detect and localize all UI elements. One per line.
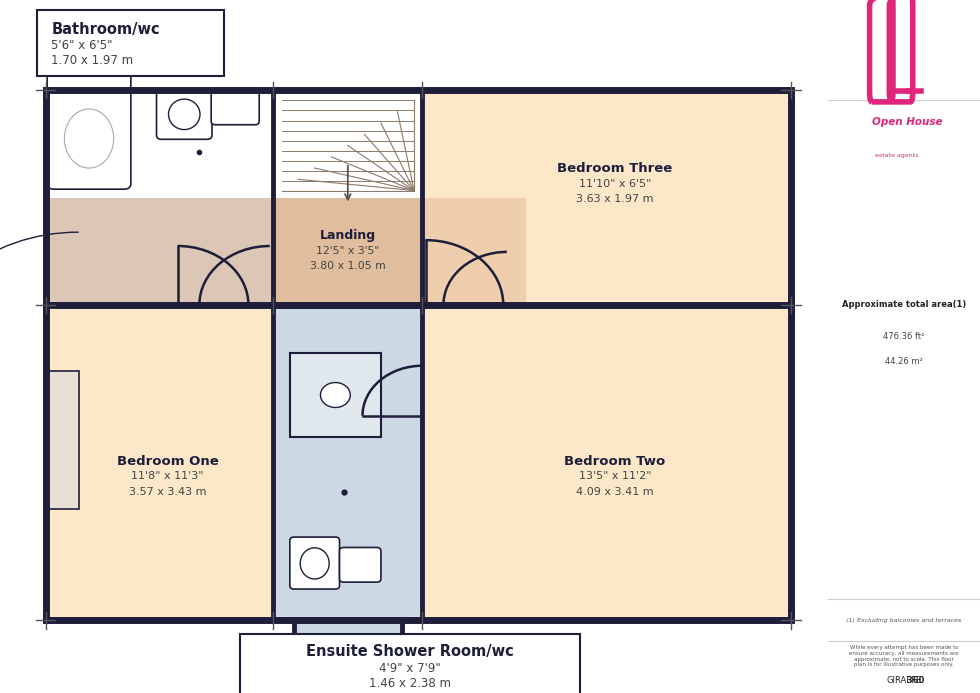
Bar (45, 90, 791, 620)
Bar (422, 90, 791, 305)
Text: Approximate total area(1): Approximate total area(1) (842, 301, 966, 309)
Text: estate agents: estate agents (362, 432, 466, 448)
Text: estate agents: estate agents (875, 153, 918, 159)
Text: 3.57 x 3.43 m: 3.57 x 3.43 m (129, 486, 207, 497)
Bar (273, 90, 422, 305)
FancyBboxPatch shape (290, 537, 339, 589)
Text: 5'6" x 6'5": 5'6" x 6'5" (51, 40, 113, 52)
Bar (294, 620, 402, 655)
Bar (45, 371, 78, 509)
Text: Landing: Landing (319, 229, 376, 243)
FancyBboxPatch shape (157, 89, 212, 139)
Text: 1.70 x 1.97 m: 1.70 x 1.97 m (51, 55, 133, 67)
Text: 4.09 x 3.41 m: 4.09 x 3.41 m (576, 486, 654, 497)
Text: 44.26 m²: 44.26 m² (885, 358, 923, 366)
Text: 476.36 ft²: 476.36 ft² (883, 332, 925, 340)
Bar (290, 353, 381, 437)
Bar (275, 90, 420, 198)
FancyBboxPatch shape (47, 71, 131, 189)
Text: 1.46 x 2.38 m: 1.46 x 2.38 m (368, 677, 451, 690)
Text: 11'8" x 11'3": 11'8" x 11'3" (131, 471, 204, 482)
Bar (50, 198, 526, 305)
Ellipse shape (300, 547, 329, 579)
Text: Bedroom Three: Bedroom Three (558, 162, 672, 175)
Text: Bedroom One: Bedroom One (117, 455, 219, 468)
Text: 4'9" x 7'9": 4'9" x 7'9" (379, 662, 441, 674)
Text: 360: 360 (884, 676, 924, 685)
Text: GIRAFFE: GIRAFFE (887, 676, 921, 685)
FancyBboxPatch shape (211, 89, 259, 125)
FancyBboxPatch shape (339, 547, 381, 582)
Ellipse shape (169, 99, 200, 130)
Text: 3.80 x 1.05 m: 3.80 x 1.05 m (310, 261, 386, 272)
Circle shape (320, 383, 350, 407)
FancyBboxPatch shape (37, 10, 223, 76)
Bar (273, 305, 422, 620)
Text: Open House: Open House (872, 116, 943, 127)
Text: 11'10" x 6'5": 11'10" x 6'5" (578, 179, 651, 188)
Text: While every attempt has been made to
ensure accuracy, all measurements are
appro: While every attempt has been made to ens… (850, 645, 958, 667)
Bar (45, 305, 273, 620)
Text: Bathroom/wc: Bathroom/wc (51, 21, 160, 37)
Bar (422, 305, 791, 620)
Text: (1) Excluding balconies and terraces: (1) Excluding balconies and terraces (847, 617, 961, 623)
Bar (50, 90, 273, 198)
Text: 12'5" x 3'5": 12'5" x 3'5" (317, 246, 379, 256)
Text: 3.63 x 1.97 m: 3.63 x 1.97 m (576, 194, 654, 204)
Text: Bedroom Two: Bedroom Two (564, 455, 665, 468)
Text: Ensuite Shower Room/wc: Ensuite Shower Room/wc (306, 644, 514, 659)
Bar (45, 90, 273, 305)
Text: 13'5" x 11'2": 13'5" x 11'2" (578, 471, 651, 482)
FancyBboxPatch shape (240, 634, 579, 693)
Text: Open House: Open House (291, 385, 537, 419)
